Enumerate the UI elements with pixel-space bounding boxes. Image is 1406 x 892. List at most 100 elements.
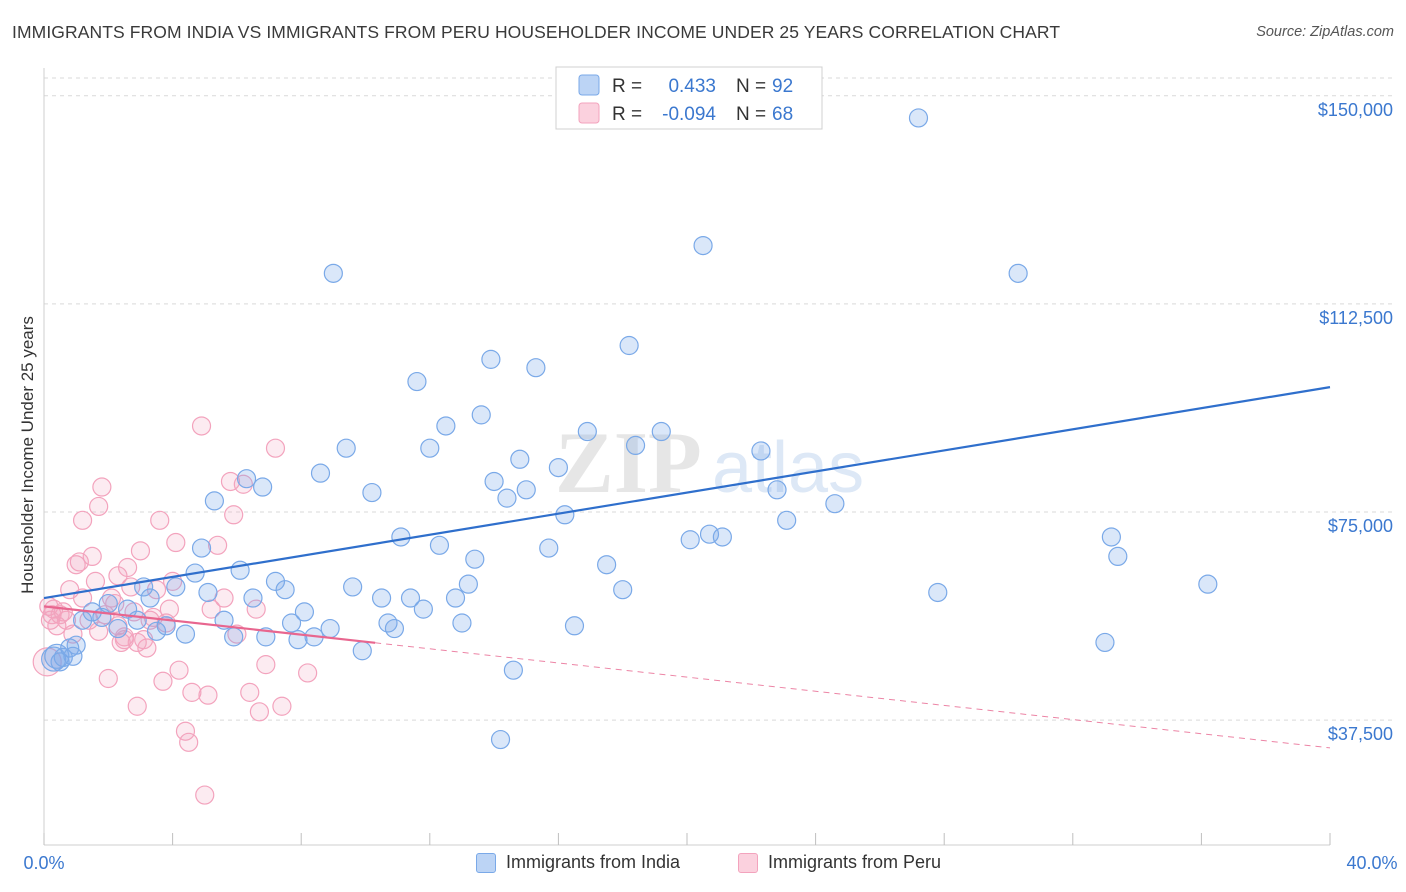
india-point bbox=[680, 530, 700, 550]
india-point bbox=[224, 627, 244, 647]
india-point bbox=[625, 435, 646, 455]
legend-box bbox=[555, 66, 823, 130]
india-point bbox=[1198, 574, 1218, 594]
india-point bbox=[613, 580, 633, 600]
india-point bbox=[577, 421, 597, 442]
india-point bbox=[458, 574, 478, 594]
india-point bbox=[336, 438, 356, 458]
india-point bbox=[465, 549, 485, 569]
peru-point bbox=[298, 663, 318, 683]
peru-point bbox=[98, 668, 118, 689]
series-peru-points bbox=[32, 416, 318, 805]
india-point bbox=[429, 535, 450, 555]
india-point bbox=[1108, 546, 1128, 567]
peru-point bbox=[214, 588, 234, 608]
india-point bbox=[108, 618, 128, 639]
x-tick-label-max: 40.0% bbox=[1346, 853, 1397, 873]
india-point bbox=[343, 577, 363, 597]
india-point bbox=[445, 588, 466, 608]
peru-point bbox=[166, 532, 186, 553]
india-point bbox=[146, 621, 167, 641]
grid-lines bbox=[44, 77, 1394, 721]
india-point bbox=[539, 538, 559, 558]
legend-india-swatch bbox=[578, 74, 600, 96]
peru-trend-line bbox=[43, 605, 376, 644]
peru-point bbox=[137, 638, 157, 658]
india-point bbox=[516, 480, 536, 500]
peru-point bbox=[169, 660, 189, 680]
peru-point bbox=[256, 655, 276, 675]
india-point bbox=[751, 441, 771, 461]
india-point bbox=[928, 582, 948, 603]
watermark: ZIP atlas bbox=[555, 415, 864, 512]
india-point bbox=[693, 236, 713, 256]
india-point bbox=[413, 599, 433, 619]
india-point bbox=[526, 358, 546, 378]
peru-point bbox=[227, 624, 247, 644]
india-point bbox=[265, 571, 286, 591]
india-point bbox=[275, 580, 295, 600]
peru-point bbox=[240, 682, 260, 702]
peru-point bbox=[101, 588, 122, 608]
india-point bbox=[825, 494, 845, 514]
bottom-legend-peru-label: Immigrants from Peru bbox=[768, 852, 942, 872]
peru-point bbox=[198, 685, 218, 705]
bottom-legend-india: Immigrants from India bbox=[476, 852, 680, 873]
india-point bbox=[452, 613, 472, 633]
india-point bbox=[548, 458, 569, 478]
india-point bbox=[510, 449, 530, 469]
india-point bbox=[384, 618, 405, 639]
india-point bbox=[619, 335, 639, 356]
peru-point bbox=[150, 510, 170, 530]
india-point bbox=[471, 405, 491, 425]
peru-point bbox=[42, 605, 62, 625]
india-point bbox=[140, 588, 160, 608]
bottom-legend-peru: Immigrants from Peru bbox=[738, 852, 941, 873]
india-point bbox=[1101, 527, 1121, 547]
india-point bbox=[44, 643, 70, 669]
india-point bbox=[555, 505, 575, 525]
peru-point bbox=[208, 535, 228, 555]
india-point bbox=[1095, 632, 1115, 653]
chart-title: IMMIGRANTS FROM INDIA VS IMMIGRANTS FROM… bbox=[12, 22, 1061, 42]
peru-point bbox=[127, 696, 147, 716]
peru-point bbox=[89, 496, 109, 517]
india-point bbox=[175, 624, 196, 644]
india-point bbox=[651, 421, 671, 442]
bottom-legend-india-label: Immigrants from India bbox=[506, 852, 681, 872]
peru-point bbox=[72, 510, 93, 530]
peru-point bbox=[92, 477, 112, 497]
x-tick-label-min: 0.0% bbox=[23, 853, 64, 873]
peru-point bbox=[201, 599, 221, 619]
correlation-legend: R = 0.433 N = 92 R = -0.094 N = 68 bbox=[555, 66, 823, 130]
india-point bbox=[236, 469, 257, 489]
india-point bbox=[564, 616, 585, 636]
bottom-legend: Immigrants from India Immigrants from Pe… bbox=[0, 852, 1406, 878]
india-point bbox=[484, 471, 504, 492]
peru-point bbox=[182, 682, 202, 702]
y-axis-label: Householder Income Under 25 years bbox=[18, 316, 37, 594]
x-tick-marks bbox=[43, 833, 1331, 845]
india-point bbox=[400, 588, 421, 608]
india-point bbox=[1008, 263, 1028, 283]
y-tick-label: $37,500 bbox=[1328, 724, 1393, 744]
india-point bbox=[323, 263, 343, 283]
india-point bbox=[127, 610, 147, 630]
india-point bbox=[198, 582, 218, 603]
peru-point bbox=[66, 555, 86, 575]
peru-point bbox=[246, 599, 266, 619]
peru-point bbox=[224, 505, 244, 525]
india-point bbox=[490, 729, 511, 750]
india-point bbox=[256, 627, 276, 647]
watermark-zip: ZIP bbox=[555, 415, 702, 512]
bottom-legend-india-swatch bbox=[476, 852, 496, 873]
india-point bbox=[420, 438, 440, 458]
legend-india-r-label: R = bbox=[612, 76, 642, 97]
trend-lines bbox=[43, 386, 1331, 749]
india-point bbox=[243, 588, 263, 608]
peru-point bbox=[82, 546, 102, 567]
india-point bbox=[191, 538, 212, 558]
peru-trend-line-extension bbox=[375, 642, 1331, 749]
legend-india-n-value: 92 bbox=[772, 76, 793, 97]
